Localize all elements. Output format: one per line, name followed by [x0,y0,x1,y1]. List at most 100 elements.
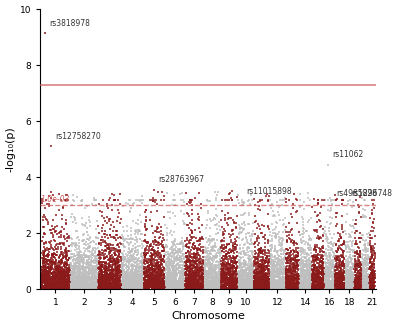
Point [304,258,310,263]
Point [356,275,362,280]
Point [364,256,371,262]
Point [213,277,220,282]
Point [327,231,333,236]
Point [68,282,74,287]
Point [160,236,166,241]
Point [236,281,242,286]
Point [212,282,219,287]
Point [248,275,254,281]
Point [90,272,96,277]
Point [211,286,218,291]
Point [333,257,340,263]
Point [202,281,208,286]
Point [144,284,150,290]
Point [244,283,250,288]
Point [74,252,80,258]
Point [178,277,185,282]
Point [151,187,158,192]
Point [110,277,117,282]
Point [346,277,352,282]
Point [298,251,305,256]
Point [220,257,226,263]
Point [150,281,157,286]
Point [212,264,218,269]
Point [150,261,157,266]
Point [307,282,313,287]
Point [286,279,292,284]
Point [267,272,273,277]
Point [240,284,247,289]
Point [90,253,96,258]
Point [184,285,190,290]
Point [366,280,373,285]
Point [337,283,344,288]
Point [56,207,62,212]
Point [220,273,226,278]
Point [302,280,309,285]
Point [217,274,224,279]
Point [305,279,311,284]
Point [288,284,295,290]
Point [316,264,322,269]
Point [48,279,54,284]
Point [51,284,58,289]
Point [38,283,45,288]
Point [166,261,172,266]
Point [240,285,246,290]
Point [120,262,127,267]
Point [180,282,186,287]
Point [142,284,148,289]
Point [360,269,366,274]
Point [44,276,51,282]
Point [65,271,71,277]
Point [223,266,229,271]
Point [324,272,330,278]
Point [184,283,191,288]
Point [314,279,320,284]
Point [129,286,136,292]
Point [324,241,331,246]
Point [317,284,324,290]
Point [186,257,192,262]
Point [213,279,220,284]
Point [133,267,140,272]
Point [112,197,118,202]
Point [335,264,342,269]
Point [169,264,176,269]
Point [152,257,158,263]
Point [239,280,245,285]
Point [185,279,191,284]
Point [247,283,253,288]
Point [174,283,181,288]
Point [148,242,154,247]
Point [93,284,99,289]
Point [252,241,258,246]
Point [49,255,55,261]
Point [145,276,151,281]
Point [290,284,296,289]
Point [259,284,265,290]
Point [249,283,256,288]
Point [167,273,174,279]
Point [58,286,64,292]
Point [136,284,143,289]
Point [102,263,108,268]
Point [141,281,147,286]
Point [284,251,290,256]
Point [296,274,303,279]
Point [125,282,131,287]
Point [317,280,324,285]
Point [99,265,105,270]
Point [274,275,281,280]
Point [293,282,299,287]
Point [55,277,62,282]
Point [248,262,254,267]
Point [215,263,222,268]
Point [73,266,79,271]
Point [124,281,131,286]
Point [322,284,328,290]
Point [181,281,187,286]
Point [187,285,194,290]
Point [139,284,146,289]
Point [70,282,76,287]
